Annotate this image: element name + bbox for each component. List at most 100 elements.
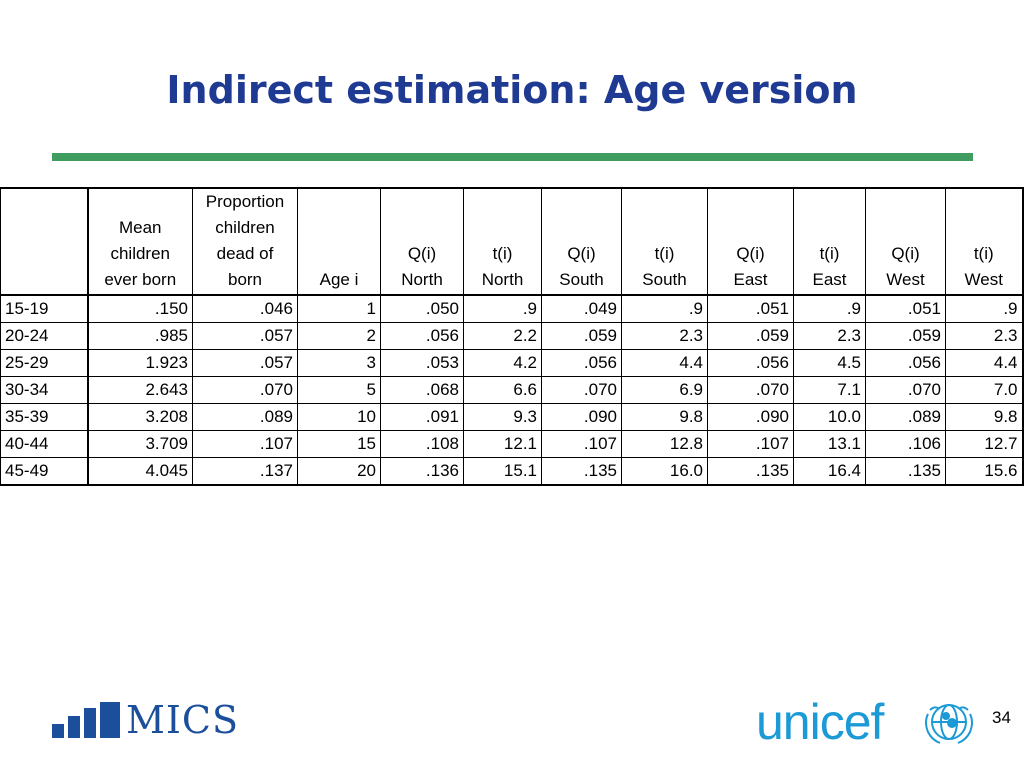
table-cell: .070 (192, 376, 298, 404)
column-header: t(i) East (793, 187, 866, 295)
table-cell: 4.045 (86, 457, 193, 486)
table-row: 25-29 1.923.057 3.053 4.2.056 4.4.056 4.5.056… (0, 349, 1024, 377)
table-cell: .051 (865, 294, 946, 323)
column-header-line: West (886, 270, 925, 289)
column-header: t(i) South (621, 187, 708, 295)
column-header: t(i) North (463, 187, 542, 295)
column-header-line: West (964, 270, 1003, 289)
age-group-cell: 30-34 (0, 376, 88, 404)
table-row: 40-44 3.709.107 15.108 12.1.107 12.8.107 13.1… (0, 430, 1024, 458)
table-cell: .051 (707, 294, 794, 323)
table-cell: .9 (463, 294, 542, 323)
table-row: 35-39 3.208.089 10.091 9.3.090 9.8.090 10.0.0… (0, 403, 1024, 431)
table-cell: .106 (865, 430, 946, 458)
table-cell: 1.923 (86, 349, 193, 377)
column-header-line: Age i (319, 270, 359, 289)
table-cell: 2.3 (793, 322, 866, 350)
table-cell: .049 (541, 294, 622, 323)
table-cell: 4.2 (463, 349, 542, 377)
table-cell: .070 (541, 376, 622, 404)
column-header: Q(i) West (865, 187, 946, 295)
table-row: 30-34 2.643.070 5.068 6.6.070 6.9.070 7.1.070… (0, 376, 1024, 404)
table-cell: 2.3 (945, 322, 1024, 350)
table-cell: 4.4 (945, 349, 1024, 377)
unicef-emblem-icon (925, 704, 973, 744)
page-number: 34 (992, 708, 1011, 727)
table-cell: .070 (707, 376, 794, 404)
column-header-line: t(i) (819, 244, 840, 263)
column-header (0, 187, 88, 295)
age-group-cell: 20-24 (0, 322, 88, 350)
column-header-line: children (215, 218, 275, 237)
unicef-logo: unicef (756, 694, 973, 750)
table-cell: 6.9 (621, 376, 708, 404)
estimation-table: Mean children ever born Proportion children d… (0, 187, 1024, 486)
table-cell: .057 (192, 349, 298, 377)
table-cell: 9.3 (463, 403, 542, 431)
table-cell: .090 (541, 403, 622, 431)
column-header-line: Mean (118, 218, 162, 237)
table-cell: 9.8 (945, 403, 1024, 431)
table-cell: .090 (707, 403, 794, 431)
column-header-line: t(i) (973, 244, 994, 263)
table-cell: .089 (192, 403, 298, 431)
table-cell: .9 (793, 294, 866, 323)
table-cell: .057 (192, 322, 298, 350)
table-cell: 9.8 (621, 403, 708, 431)
age-group-cell: 25-29 (0, 349, 88, 377)
table-cell: .150 (86, 294, 193, 323)
column-header: Q(i) East (707, 187, 794, 295)
column-header-line: South (642, 270, 687, 289)
table-cell: .091 (380, 403, 464, 431)
column-header-line: East (812, 270, 847, 289)
table-cell: .059 (707, 322, 794, 350)
column-header-line: dead of (216, 244, 274, 263)
table-cell: .107 (707, 430, 794, 458)
table-cell: .056 (380, 322, 464, 350)
table-cell: 2.643 (86, 376, 193, 404)
table-cell: 2.2 (463, 322, 542, 350)
column-header: Proportion children dead of born (192, 187, 298, 295)
table-cell: 7.1 (793, 376, 866, 404)
table-cell: .107 (541, 430, 622, 458)
column-header-line: Q(i) (736, 244, 765, 263)
table-cell: .056 (865, 349, 946, 377)
table-cell: 3.709 (86, 430, 193, 458)
table-row: 20-24.985.057 2.056 2.2.059 2.3.059 2.3.059 2… (0, 322, 1024, 350)
column-header: t(i) West (945, 187, 1024, 295)
age-group-cell: 35-39 (0, 403, 88, 431)
table-cell: .046 (192, 294, 298, 323)
table-cell: 4.5 (793, 349, 866, 377)
table-cell: .9 (945, 294, 1024, 323)
table-cell: 1 (297, 294, 381, 323)
column-header-line: South (559, 270, 604, 289)
table-cell: .136 (380, 457, 464, 486)
table-cell: 20 (297, 457, 381, 486)
table-cell: 2.3 (621, 322, 708, 350)
table-cell: 3 (297, 349, 381, 377)
table-cell: 3.208 (86, 403, 193, 431)
column-header-line: Q(i) (567, 244, 596, 263)
age-group-cell: 45-49 (0, 457, 88, 486)
table-cell: 15 (297, 430, 381, 458)
table-row: 15-19.150.046 1.050.9.049.9.051.9.051.9 (0, 294, 1024, 323)
table-cell: 15.1 (463, 457, 542, 486)
column-header-line: Q(i) (407, 244, 437, 263)
slide-title: Indirect estimation: Age version (166, 68, 858, 112)
table-cell: 12.8 (621, 430, 708, 458)
table-cell: .053 (380, 349, 464, 377)
table-row: 45-49 4.045.137 20.136 15.1.135 16.0.135 16.4… (0, 457, 1024, 486)
table-cell: .056 (541, 349, 622, 377)
table-cell: .9 (621, 294, 708, 323)
table-cell: .135 (865, 457, 946, 486)
table-cell: .135 (707, 457, 794, 486)
table-cell: 7.0 (945, 376, 1024, 404)
title-divider (52, 153, 973, 161)
table-cell: 10.0 (793, 403, 866, 431)
age-group-cell: 40-44 (0, 430, 88, 458)
table-cell: 4.4 (621, 349, 708, 377)
column-header: Q(i) South (541, 187, 622, 295)
column-header-line: Proportion (205, 192, 285, 211)
table-body: 15-19.150.046 1.050.9.049.9.051.9.051.9 20… (0, 294, 1024, 486)
table-cell: 6.6 (463, 376, 542, 404)
